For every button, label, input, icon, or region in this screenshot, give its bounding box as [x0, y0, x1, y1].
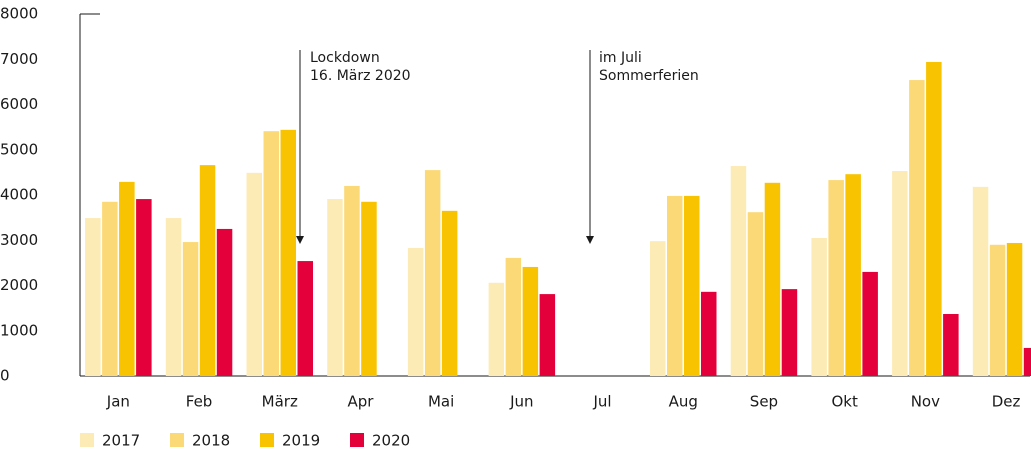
x-tick-label: Dez: [992, 393, 1021, 411]
bar: [246, 172, 262, 376]
bar: [199, 165, 216, 376]
bar: [182, 242, 199, 376]
x-tick-label: Jul: [592, 393, 611, 411]
bar: [828, 180, 844, 376]
y-tick-label: 5000: [0, 140, 38, 158]
bar: [119, 181, 135, 376]
bar: [85, 218, 101, 376]
bar: [989, 244, 1006, 376]
x-tick-label: Apr: [347, 393, 374, 411]
y-tick-label: 2000: [0, 276, 38, 294]
x-tick-label: Sep: [750, 393, 778, 411]
bar: [263, 131, 279, 376]
bar: [280, 129, 296, 376]
bar: [216, 228, 233, 376]
y-tick-label: 0: [0, 367, 10, 385]
annotation-text: im Juli: [599, 50, 642, 66]
bar: [892, 171, 908, 376]
bar: [505, 257, 522, 376]
y-tick-label: 6000: [0, 95, 38, 113]
bar: [747, 212, 764, 376]
bar: [943, 314, 959, 376]
x-tick-label: Aug: [669, 393, 698, 411]
x-tick-label: Okt: [831, 393, 857, 411]
bar: [972, 186, 989, 376]
legend-swatch: [170, 433, 184, 447]
bar: [667, 195, 683, 376]
bar: [926, 61, 942, 377]
bar: [781, 289, 798, 376]
bar: [488, 282, 505, 376]
bar: [764, 182, 781, 376]
annotation: im Juli Sommerferien: [586, 50, 699, 244]
annotation-text: Sommerferien: [599, 68, 699, 84]
legend-swatch: [80, 433, 94, 447]
x-tick-label: Jun: [509, 393, 533, 411]
arrow-head: [296, 236, 304, 244]
y-tick-label: 1000: [0, 321, 38, 339]
bar: [424, 170, 441, 376]
bar: [344, 185, 360, 376]
bar: [862, 271, 878, 376]
annotation-text: Lockdown: [310, 50, 380, 66]
bar: [539, 294, 556, 376]
x-tick-label: Feb: [186, 393, 213, 411]
y-tick-label: 3000: [0, 231, 38, 249]
legend-swatch: [260, 433, 274, 447]
bar: [297, 261, 313, 376]
bar: [684, 195, 700, 376]
x-tick-label: Nov: [911, 393, 940, 411]
y-tick-label: 4000: [0, 186, 38, 204]
annotation: Lockdown 16. März 2020: [296, 50, 411, 244]
bar: [407, 247, 424, 376]
bar: [165, 218, 182, 376]
bar: [650, 241, 666, 376]
bar: [701, 291, 717, 376]
bar: [522, 266, 539, 376]
bar: [845, 174, 861, 376]
bar: [136, 199, 152, 376]
bar: [1006, 242, 1023, 376]
x-tick-label: März: [262, 393, 298, 411]
legend-label: 2018: [192, 432, 230, 450]
legend-label: 2020: [372, 432, 410, 450]
legend-label: 2017: [102, 432, 140, 450]
arrow-head: [586, 236, 594, 244]
y-tick-label: 7000: [0, 50, 38, 68]
bar: [730, 166, 747, 376]
bar: [441, 210, 458, 376]
bar: [1023, 347, 1031, 376]
y-tick-label: 8000: [0, 5, 38, 23]
legend-label: 2019: [282, 432, 320, 450]
x-tick-label: Jan: [106, 393, 130, 411]
bar: [909, 80, 925, 376]
bar: [811, 237, 827, 376]
legend-swatch: [350, 433, 364, 447]
bar: [361, 201, 377, 376]
bar: [327, 199, 343, 376]
bar: [102, 201, 118, 376]
x-tick-label: Mai: [428, 393, 454, 411]
annotation-text: 16. März 2020: [310, 68, 411, 84]
